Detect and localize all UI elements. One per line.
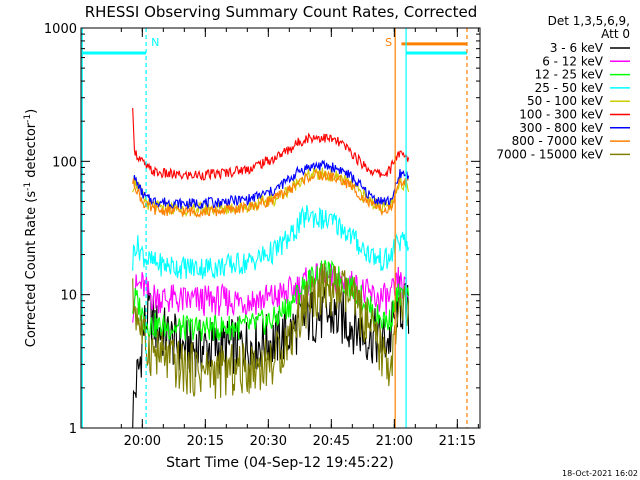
series-line [132,262,410,323]
y-axis-label-end: ) [24,109,39,114]
legend-label: 50 - 100 keV [527,94,604,108]
x-axis-label: Start Time (04-Sep-12 19:45:22) [166,455,394,471]
y-axis-label-main: Corrected Count Rate (s [24,191,39,348]
series-line [132,204,410,280]
y-axis-label: Corrected Count Rate (s-1 detector-1) [23,109,39,347]
legend-header-line2: Att 0 [601,27,630,41]
plot-frame [80,27,481,429]
x-tick-label: 20:15 [187,434,224,449]
footer-timestamp: 18-Oct-2021 16:02 [562,469,638,478]
series-line [132,263,410,399]
legend-label: 800 - 7000 keV [512,134,604,148]
y-axis-label-sup2: -1 [23,114,33,123]
series-line [132,107,410,181]
x-tick-label: 20:30 [250,434,287,449]
y-tick-label: 10 [60,289,77,304]
chart-title: RHESSI Observing Summary Count Rates, Co… [85,3,478,21]
legend-header-line1: Det 1,3,5,6,9, [548,14,630,28]
legend-label: 7000 - 15000 keV [496,147,603,161]
y-axis-label-sup1: -1 [23,182,33,191]
series-line [132,159,410,211]
y-axis-label-mid: detector [24,122,39,182]
x-tick-label: 20:00 [124,434,161,449]
legend-label: 25 - 50 keV [535,81,604,95]
y-tick-label: 100 [52,155,77,170]
x-tick-label: 21:15 [439,434,476,449]
legend-label: 3 - 6 keV [550,41,604,55]
y-tick-label: 1000 [44,22,77,37]
legend-label: 6 - 12 keV [542,54,604,68]
y-axis: 1 10 100 1000 [44,22,480,437]
legend-label: 300 - 800 keV [519,121,603,135]
x-axis: 20:00 20:15 20:30 20:45 21:00 21:15 [120,28,479,449]
x-tick-label: 20:45 [313,434,350,449]
legend-label: 100 - 300 keV [519,108,603,122]
x-tick-label: 21:00 [376,434,413,449]
series-line [132,169,409,219]
y-tick-label: 1 [69,422,77,437]
series-layer [132,107,410,428]
observing-bars [82,42,467,55]
series-line [132,259,410,342]
legend-label: 12 - 25 keV [535,68,604,82]
event-marker-label: S [385,36,392,49]
event-marker-label: N [151,36,159,49]
